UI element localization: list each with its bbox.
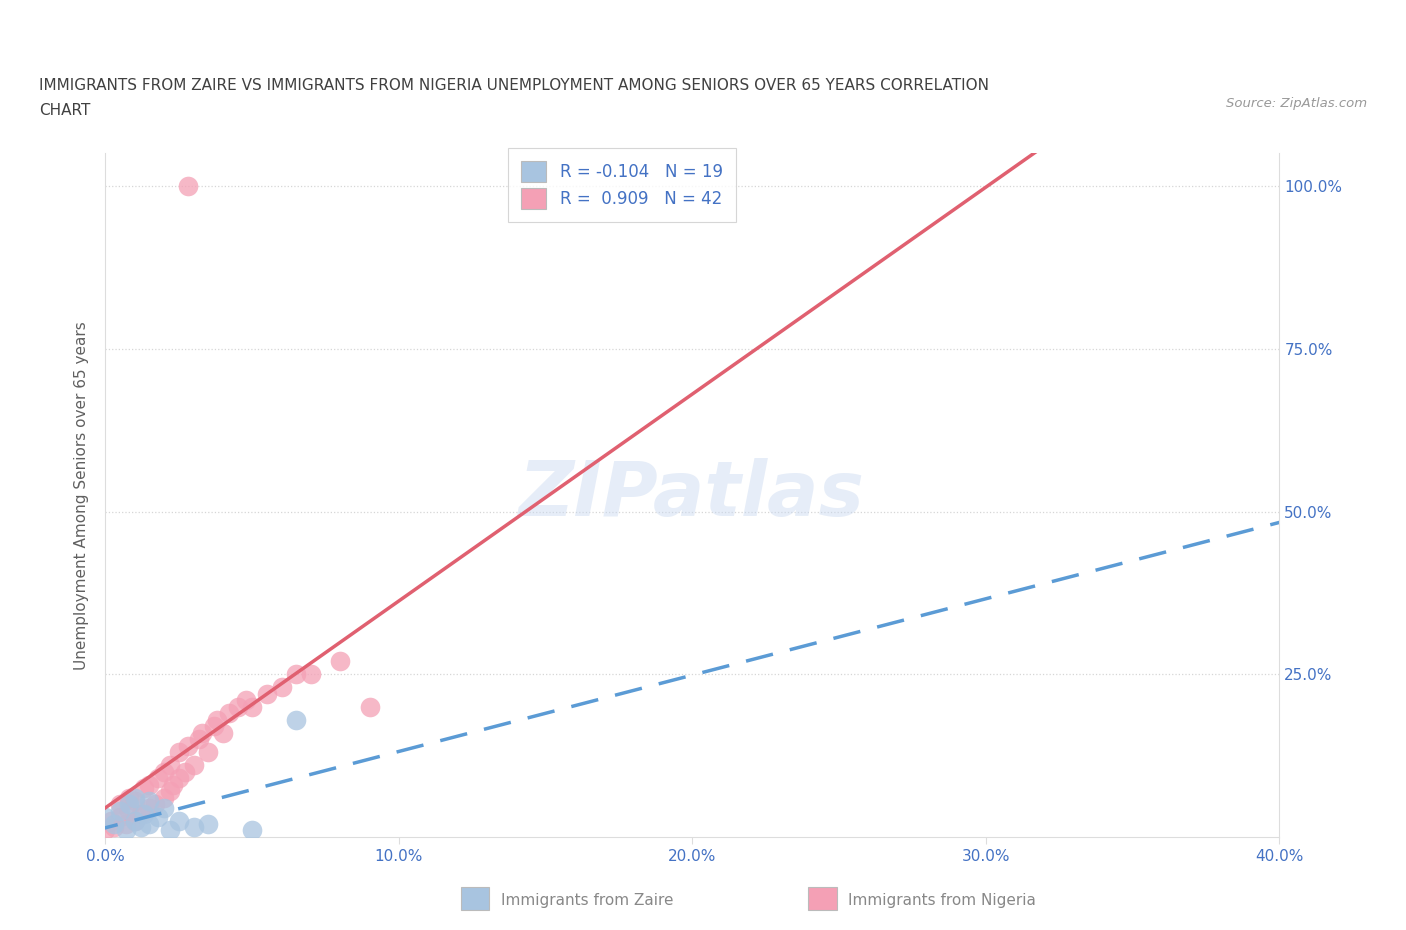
Point — [188, 732, 211, 747]
Text: ZIPatlas: ZIPatlas — [519, 458, 866, 532]
Legend: R = -0.104   N = 19, R =  0.909   N = 42: R = -0.104 N = 19, R = 0.909 N = 42 — [508, 148, 735, 222]
Point — [176, 738, 198, 753]
Point — [138, 800, 160, 815]
Point — [256, 686, 278, 701]
Point — [205, 712, 228, 727]
Point — [329, 654, 352, 669]
Point — [176, 179, 198, 193]
Point — [153, 790, 176, 805]
Point — [299, 667, 322, 682]
Point — [100, 813, 122, 829]
Point — [270, 680, 292, 695]
Point — [285, 712, 308, 727]
Point — [124, 813, 146, 829]
Point — [173, 764, 195, 779]
Point — [153, 764, 176, 779]
Point — [235, 693, 257, 708]
Point — [124, 813, 146, 829]
Point — [118, 790, 141, 805]
Text: CHART: CHART — [39, 103, 91, 118]
Point — [103, 820, 125, 835]
Point — [218, 706, 240, 721]
Point — [143, 797, 166, 812]
Point — [159, 758, 181, 773]
Point — [153, 800, 176, 815]
Point — [240, 823, 263, 838]
Text: Source: ZipAtlas.com: Source: ZipAtlas.com — [1226, 97, 1367, 110]
Point — [202, 719, 225, 734]
Point — [108, 804, 131, 818]
Point — [159, 823, 181, 838]
Point — [129, 807, 152, 822]
Point — [285, 667, 308, 682]
Point — [138, 817, 160, 831]
Point — [132, 807, 155, 822]
Point — [167, 813, 190, 829]
Point — [115, 823, 138, 838]
Point — [167, 771, 190, 786]
Point — [148, 810, 170, 825]
Point — [103, 817, 125, 831]
Text: Immigrants from Zaire: Immigrants from Zaire — [501, 893, 673, 908]
Point — [148, 771, 170, 786]
Point — [118, 804, 141, 818]
Point — [197, 817, 219, 831]
Point — [226, 699, 249, 714]
Point — [211, 725, 233, 740]
Point — [183, 758, 205, 773]
Text: Immigrants from Nigeria: Immigrants from Nigeria — [848, 893, 1036, 908]
Point — [118, 797, 141, 812]
Point — [359, 699, 381, 714]
Point — [94, 823, 117, 838]
Point — [183, 820, 205, 835]
Point — [108, 810, 131, 825]
Point — [115, 817, 138, 831]
Point — [191, 725, 214, 740]
Point — [132, 781, 155, 796]
Point — [240, 699, 263, 714]
Point — [124, 794, 146, 809]
Point — [162, 777, 184, 792]
Point — [129, 820, 152, 835]
Y-axis label: Unemployment Among Seniors over 65 years: Unemployment Among Seniors over 65 years — [75, 321, 90, 670]
Point — [108, 797, 131, 812]
Text: IMMIGRANTS FROM ZAIRE VS IMMIGRANTS FROM NIGERIA UNEMPLOYMENT AMONG SENIORS OVER: IMMIGRANTS FROM ZAIRE VS IMMIGRANTS FROM… — [39, 78, 990, 93]
Point — [124, 790, 146, 805]
Point — [138, 794, 160, 809]
Point — [197, 745, 219, 760]
Point — [94, 810, 117, 825]
Point — [159, 784, 181, 799]
Point — [167, 745, 190, 760]
Point — [138, 777, 160, 792]
